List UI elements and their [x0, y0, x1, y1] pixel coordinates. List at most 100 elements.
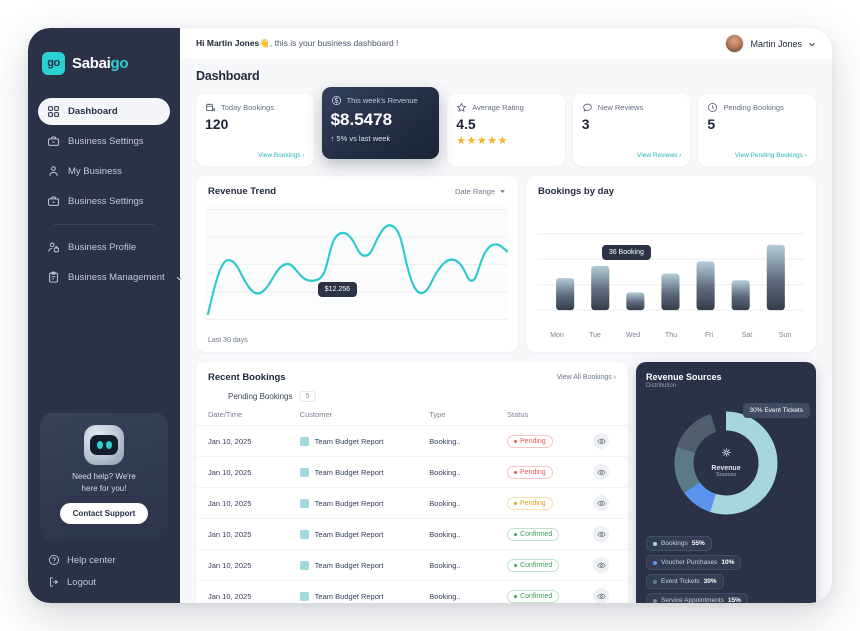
bookings-by-day-panel: Bookings by day	[526, 176, 816, 352]
bookings-chart-spacer	[526, 342, 816, 352]
stat-card-today-bookings[interactable]: Today Bookings 120 View Bookings ›	[196, 94, 314, 166]
chevron-down-icon	[176, 276, 182, 280]
bar-x-axis-labels: Mon Tue Wed Thu Fri Sat Sun	[538, 332, 804, 339]
sidebar-item-business-settings-1[interactable]: Business Settings	[38, 128, 170, 155]
date-range-selector[interactable]: Date Range	[455, 187, 506, 196]
donut-head: Revenue Sources Distribution	[646, 372, 806, 389]
status-label: Confirmed	[520, 592, 553, 600]
view-row-button[interactable]	[593, 433, 610, 449]
cell-customer: Team Budget Report	[299, 425, 430, 457]
app-logo[interactable]: go Sabaigo	[28, 44, 180, 78]
donut-svg	[674, 411, 778, 514]
cell-customer: Team Budget Report	[299, 487, 430, 519]
cell-actions	[593, 425, 628, 457]
legend-item-voucher-purchases[interactable]: Voucher Purchases 10%	[646, 555, 742, 570]
stat-label: Average Rating	[472, 103, 524, 112]
view-reviews-link[interactable]: View Reviews ›	[637, 152, 682, 159]
legend-item-service-appointments[interactable]: Service Appointments 15%	[646, 593, 748, 603]
caret-down-icon	[500, 190, 505, 194]
sidebar-item-business-settings-2[interactable]: Business Settings	[38, 188, 170, 215]
logout-link[interactable]: Logout	[48, 571, 160, 593]
sidebar-item-label: Business Management	[68, 272, 165, 283]
clipboard-icon	[49, 271, 58, 283]
legend-value-service-appointments: 15%	[727, 597, 741, 603]
legend-item-bookings[interactable]: Bookings 55%	[646, 536, 712, 551]
pending-bookings-tab[interactable]: Pending Bookings 5	[196, 383, 628, 406]
promo-line2: here for you!	[81, 483, 127, 493]
stat-card-week-revenue[interactable]: This week's Revenue $8.5478 ↑ 5% vs last…	[321, 87, 440, 159]
table-row[interactable]: Jan 10, 2025 Team Budget Report Booking.…	[196, 456, 628, 488]
view-row-button[interactable]	[593, 588, 610, 603]
table-row[interactable]: Jan 10, 2025 Team Budget Report Booking.…	[196, 581, 628, 604]
stat-card-pending-bookings[interactable]: Pending Bookings 5 View Pending Bookings…	[698, 94, 816, 166]
briefcase-icon	[47, 196, 60, 206]
customer-name: Team Budget Report	[314, 436, 384, 446]
customer-name: Team Budget Report	[314, 498, 384, 508]
status-dot	[514, 501, 518, 505]
status-dot	[514, 563, 518, 567]
table-row[interactable]: Jan 10, 2025 Team Budget Report Booking.…	[196, 518, 628, 550]
view-pending-bookings-link[interactable]: View Pending Bookings ›	[734, 152, 807, 159]
col-date: Date/Time	[196, 406, 300, 426]
donut-slice-bookings	[674, 411, 778, 514]
logo-name-first: Sabai	[72, 54, 111, 72]
briefcase-icon	[47, 136, 60, 146]
view-all-bookings-link[interactable]: View All Bookings ›	[556, 374, 616, 381]
view-row-button[interactable]	[593, 526, 610, 542]
stat-value: 3	[581, 116, 590, 132]
sidebar-item-business-management[interactable]: Business Management	[38, 264, 182, 291]
cell-date: Jan 10, 2025	[196, 549, 300, 581]
revenue-tooltip: $12.256	[317, 282, 358, 298]
logo-name-accent: go	[110, 54, 129, 72]
view-pending-bookings-label: View Pending Bookings	[734, 152, 803, 159]
recent-bookings-panel: Recent Bookings View All Bookings › Pend…	[196, 362, 628, 603]
network-icon	[721, 448, 731, 457]
sidebar-item-my-business[interactable]: My Business	[38, 158, 170, 185]
cell-date: Jan 10, 2025	[208, 591, 252, 601]
sidebar-item-business-profile[interactable]: Business Profile	[38, 234, 170, 261]
table-row[interactable]: Jan 10, 2025 Team Budget Report Booking.…	[196, 487, 628, 519]
legend-value-bookings: 55%	[691, 540, 705, 547]
revenue-chart-footer: Last 30 days	[208, 337, 248, 344]
view-row-button[interactable]	[593, 464, 610, 480]
bookings-by-day-title: Bookings by day	[538, 186, 615, 197]
dollar-circle-icon	[331, 95, 341, 106]
stat-label: Pending Bookings	[723, 103, 784, 112]
cell-type: Booking..	[429, 487, 508, 519]
legend-dot-event-tickets	[653, 579, 657, 584]
help-center-link[interactable]: Help center	[48, 549, 160, 571]
robot-eye-left	[96, 441, 103, 449]
bar-label-tue: Tue	[589, 331, 601, 339]
stat-card-new-reviews[interactable]: New Reviews 3 View Reviews ›	[572, 94, 691, 166]
sidebar-item-dashboard[interactable]: Dashboard	[38, 98, 170, 125]
customer-color-swatch	[299, 591, 309, 601]
sidebar-item-label: My Business	[68, 166, 122, 177]
user-menu[interactable]: Martin Jones	[725, 34, 816, 53]
user-badge-icon	[48, 242, 59, 253]
legend-label-service-appointments: Service Appointments	[661, 597, 724, 603]
cell-status: Confirmed	[507, 581, 593, 604]
table-row[interactable]: Jan 10, 2025 Team Budget Report Booking.…	[196, 425, 628, 457]
table-row[interactable]: Jan 10, 2025 Team Budget Report Booking.…	[196, 549, 628, 581]
stat-value: 5	[707, 116, 716, 132]
cell-customer: Team Budget Report	[299, 456, 430, 488]
bookings-bar-svg	[538, 233, 804, 311]
status-badge: Pending	[507, 434, 553, 448]
status-label: Pending	[520, 468, 546, 476]
eye-icon	[597, 593, 606, 599]
view-row-button[interactable]	[593, 495, 610, 511]
stat-card-average-rating[interactable]: Average Rating 4.5 ★★★★★	[447, 94, 565, 166]
contact-support-button[interactable]: Contact Support	[59, 503, 149, 525]
eye-icon	[597, 531, 606, 537]
rating-stars: ★★★★★	[456, 134, 508, 147]
bottom-row: Recent Bookings View All Bookings › Pend…	[196, 362, 816, 603]
tab-count-badge: 5	[298, 391, 317, 402]
revenue-sources-donut: Revenue Sources 30% Event Tickets	[646, 389, 810, 536]
view-row-button[interactable]	[593, 557, 610, 573]
donut-center-label: Revenue Sources	[711, 447, 741, 478]
legend-item-event-tickets[interactable]: Event Tickets 30%	[646, 574, 724, 589]
view-bookings-link[interactable]: View Bookings ›	[258, 152, 305, 159]
customer-name: Team Budget Report	[314, 529, 384, 539]
status-dot	[514, 594, 518, 598]
logout-label: Logout	[67, 576, 97, 588]
